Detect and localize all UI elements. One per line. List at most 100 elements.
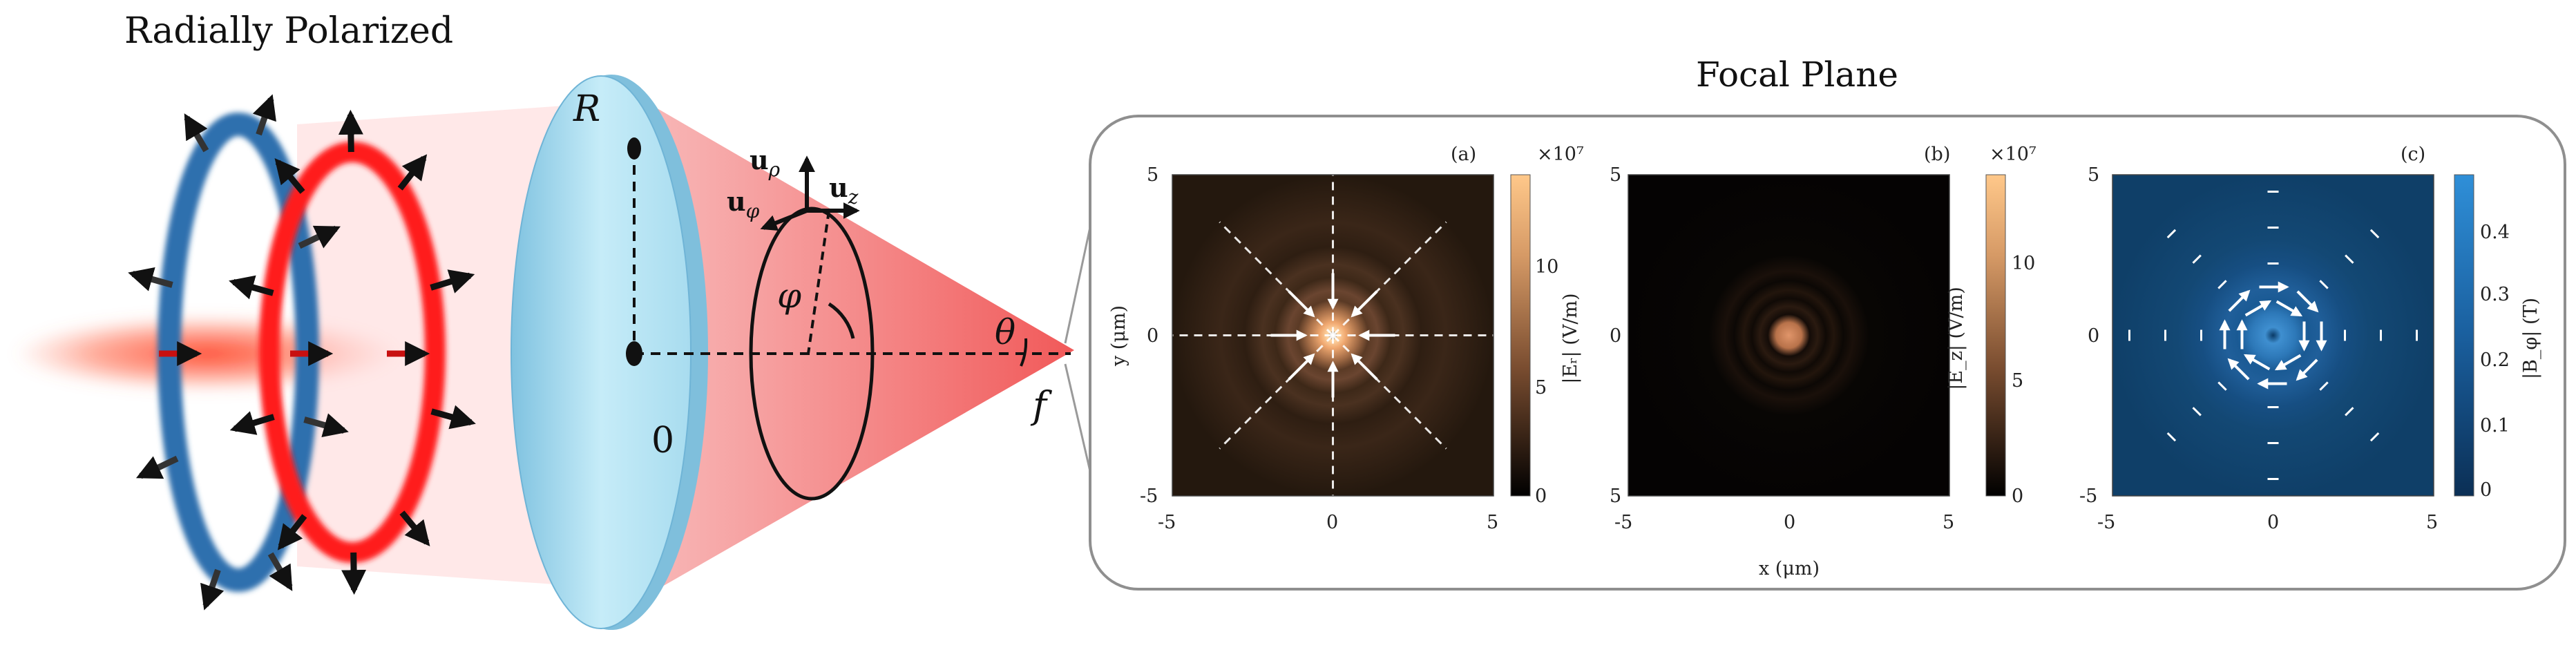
theta-arc xyxy=(1020,338,1028,367)
lens-top-label: R xyxy=(573,88,600,130)
unit-vector-triad: uρ uz uφ xyxy=(727,144,860,231)
azimuth-label: φ xyxy=(777,276,801,316)
panel-a: (a) ×10⁷ 0 5 10 |Eᵣ| (V/m) y (μm) 5 0 -5… xyxy=(1108,144,1584,533)
b-field-arrow xyxy=(2296,358,2318,381)
focal-plane: Focal Plane (a) ×10⁷ 0 5 10 |Eᵣ| (V/m) y… xyxy=(1064,55,2566,591)
polarization-arrow xyxy=(252,94,276,136)
b-field-tick xyxy=(2369,432,2380,442)
polarization-arrow xyxy=(274,158,305,194)
panel-b-xtick-1: 0 xyxy=(1784,512,1795,533)
panel-c-xtick-1: 0 xyxy=(2267,512,2279,533)
panel-c-ytick-2: -5 xyxy=(2079,486,2097,507)
focal-plane-title: Focal Plane xyxy=(1696,55,1898,95)
polarization-arrows xyxy=(128,94,476,611)
b-field-tick xyxy=(2217,280,2227,289)
panel-a-cb-tick-2: 10 xyxy=(1535,256,1558,278)
lens xyxy=(511,75,691,629)
b-field-arrow xyxy=(2227,358,2250,381)
b-field-tick xyxy=(2319,381,2329,391)
radial-guide-line xyxy=(1332,221,1447,336)
panel-b-cb-tick-1: 5 xyxy=(2012,370,2023,392)
polarization-arrow xyxy=(229,411,275,435)
field-arrow xyxy=(1351,290,1378,318)
panel-c-xtick-2: 5 xyxy=(2426,512,2438,533)
panel-a-xtick-2: 5 xyxy=(1487,512,1498,533)
focus-label: f xyxy=(1030,383,1052,427)
polarization-arrow xyxy=(298,225,341,249)
panel-b-cb-label: |E_z| (V/m) xyxy=(1945,287,1967,390)
b-field-tick xyxy=(2217,381,2227,391)
u-phi-label: uφ xyxy=(727,186,760,222)
polarization-arrow xyxy=(200,568,225,611)
panel-b-ytick-1: 0 xyxy=(1610,325,1621,347)
panel-c-cb-label: |B_φ| (T) xyxy=(2520,298,2541,379)
panel-c-field-arrows xyxy=(2128,191,2418,480)
u-rho-label: uρ xyxy=(750,144,781,181)
polarization-arrow xyxy=(399,510,430,546)
panel-a-ytick-2: -5 xyxy=(1140,486,1158,507)
panel-c-colorbar xyxy=(2454,174,2474,497)
panel-b-map xyxy=(1628,175,1949,496)
radial-guide-line xyxy=(1219,334,1334,450)
panel-a-ytick-0: 5 xyxy=(1147,164,1158,186)
polarization-arrow xyxy=(430,405,476,430)
b-field-arrow xyxy=(2276,300,2303,317)
polar-ray-line xyxy=(807,210,830,354)
panel-c-ytick-0: 5 xyxy=(2088,164,2099,186)
panel-a-cb-tick-1: 5 xyxy=(1535,377,1547,399)
panel-a-colorbar xyxy=(1510,174,1531,497)
panel-c-xtick-0: -5 xyxy=(2097,512,2115,533)
panel-b-label: (b) xyxy=(1924,144,1950,165)
panel-a-cb-multiplier: ×10⁷ xyxy=(1537,144,1584,165)
focusing-cone xyxy=(625,90,1074,608)
b-field-arrow xyxy=(2296,290,2319,313)
panel-b: (b) ×10⁷ 0 5 10 |E_z| (V/m) 5 0 5 -5 0 5… xyxy=(1610,144,2036,579)
u-phi-arrow xyxy=(760,209,808,231)
panel-a-xtick-0: -5 xyxy=(1158,512,1176,533)
panel-c-cb-tick-1: 0.1 xyxy=(2480,415,2510,437)
panel-b-xtick-2: 5 xyxy=(1943,512,1954,533)
polarization-arrow xyxy=(303,413,349,438)
b-field-tick xyxy=(2369,229,2380,239)
panel-b-cb-multiplier: ×10⁷ xyxy=(1990,144,2036,165)
b-field-tick xyxy=(2192,254,2202,264)
theta-label: θ xyxy=(995,312,1015,352)
panel-b-colorbar xyxy=(1985,174,2006,497)
b-field-arrow xyxy=(2228,289,2251,312)
b-field-tick xyxy=(2319,280,2329,289)
polarization-arrow xyxy=(267,552,293,591)
polarization-arrow xyxy=(229,275,274,300)
panel-c-ytick-1: 0 xyxy=(2088,325,2099,347)
radial-guide-line xyxy=(1219,221,1334,336)
panel-c-label: (c) xyxy=(2401,144,2425,165)
panel-a-ytick-1: 0 xyxy=(1147,325,1158,347)
b-field-arrow xyxy=(2243,354,2271,371)
panel-b-ytick-0: 5 xyxy=(1610,164,1621,186)
b-field-arrow xyxy=(2244,300,2272,317)
b-field-tick xyxy=(2166,432,2177,442)
field-arrow xyxy=(1288,290,1315,318)
panel-a-label: (a) xyxy=(1451,144,1476,165)
panel-c: (c) 0 0.1 0.2 0.3 0.4 |B_φ| (T) 5 0 -5 -… xyxy=(2079,144,2541,533)
b-field-arrow xyxy=(2274,354,2302,371)
panel-c-cb-tick-2: 0.2 xyxy=(2480,349,2510,371)
radial-guide-line xyxy=(1332,334,1447,450)
panel-c-cb-tick-3: 0.3 xyxy=(2480,284,2510,305)
panel-a-cb-label: |Eᵣ| (V/m) xyxy=(1560,293,1581,383)
focal-xlabel: x (μm) xyxy=(1759,558,1820,579)
field-arrow xyxy=(1351,353,1378,381)
panel-c-cb-tick-4: 0.4 xyxy=(2480,222,2510,243)
panel-a-cb-tick-0: 0 xyxy=(1535,486,1547,507)
azimuth-arc xyxy=(828,302,855,339)
panel-b-cb-tick-0: 0 xyxy=(2012,486,2023,507)
field-arrow xyxy=(1288,353,1315,381)
b-field-tick xyxy=(2345,254,2354,264)
panel-a-radial-guides xyxy=(1172,175,1494,496)
panel-c-map xyxy=(2112,175,2434,496)
polarization-arrow xyxy=(128,267,173,291)
b-field-tick xyxy=(2192,407,2202,416)
panel-b-cb-tick-2: 10 xyxy=(2012,253,2035,274)
polarization-arrow xyxy=(184,113,209,153)
beam-schematic: Radially Polarized R 0 φ xyxy=(14,10,1074,630)
